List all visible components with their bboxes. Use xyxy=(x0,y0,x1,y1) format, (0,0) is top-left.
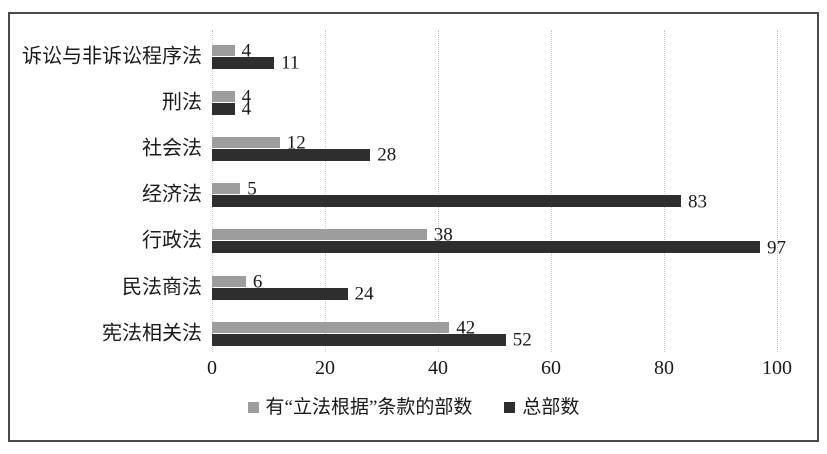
bar-series-dark xyxy=(212,241,761,254)
legend-swatch-gray-icon xyxy=(247,402,259,413)
bar-value-label: 11 xyxy=(281,52,300,74)
legend-swatch-dark-icon xyxy=(504,402,516,413)
bar-value-label: 12 xyxy=(286,132,306,154)
bar-value-label: 4 xyxy=(241,98,252,120)
gridline xyxy=(551,30,552,352)
bar-series-dark xyxy=(212,102,235,115)
bar-value-label: 28 xyxy=(377,144,397,166)
legend-item: 有“立法根据”条款的部数 xyxy=(247,397,473,418)
legend-label: 有“立法根据”条款的部数 xyxy=(265,397,473,418)
bar-series-gray xyxy=(212,229,427,241)
x-tick-label: 20 xyxy=(315,357,335,379)
category-label: 诉讼与非诉讼程序法 xyxy=(22,45,202,67)
x-tick-label: 80 xyxy=(654,357,674,379)
bar-series-gray xyxy=(212,183,241,195)
x-tick-label: 40 xyxy=(428,357,448,379)
category-label: 宪法相关法 xyxy=(102,322,202,345)
chart-frame xyxy=(8,12,819,442)
bar-series-gray xyxy=(212,136,280,148)
x-tick-label: 100 xyxy=(762,357,792,379)
legend-label: 总部数 xyxy=(522,397,580,418)
bar-value-label: 4 xyxy=(241,40,252,61)
category-label: 行政法 xyxy=(142,229,202,252)
gridline xyxy=(325,30,326,352)
bar-value-label: 97 xyxy=(767,237,787,259)
x-tick-label: 60 xyxy=(541,357,561,379)
bar-series-dark xyxy=(212,333,506,346)
bar-series-gray xyxy=(212,321,450,333)
bar-value-label: 4 xyxy=(241,86,252,108)
gridline xyxy=(438,30,439,352)
bar-value-label: 83 xyxy=(687,191,707,213)
bar-series-gray xyxy=(212,275,246,287)
bar-series-gray xyxy=(212,44,235,56)
bar-series-dark xyxy=(212,287,348,300)
bar-value-label: 52 xyxy=(512,329,532,351)
chart-legend: 有“立法根据”条款的部数 总部数 xyxy=(10,398,817,417)
bar-value-label: 5 xyxy=(247,178,257,200)
legend-item: 总部数 xyxy=(504,398,579,417)
category-label: 经济法 xyxy=(142,183,202,206)
bar-series-dark xyxy=(212,195,681,208)
bar-value-label: 6 xyxy=(252,271,263,292)
category-label: 社会法 xyxy=(142,137,202,160)
bar-value-label: 24 xyxy=(354,283,374,305)
category-label: 刑法 xyxy=(162,91,202,114)
bar-series-dark xyxy=(212,148,371,161)
category-label: 民法商法 xyxy=(122,276,202,298)
bar-value-label: 42 xyxy=(456,317,476,339)
bar-value-label: 38 xyxy=(433,224,453,246)
x-tick-label: 0 xyxy=(207,357,217,379)
bar-series-gray xyxy=(212,90,235,102)
gridline xyxy=(664,30,665,352)
bar-series-dark xyxy=(212,56,275,69)
gridline xyxy=(777,30,778,352)
